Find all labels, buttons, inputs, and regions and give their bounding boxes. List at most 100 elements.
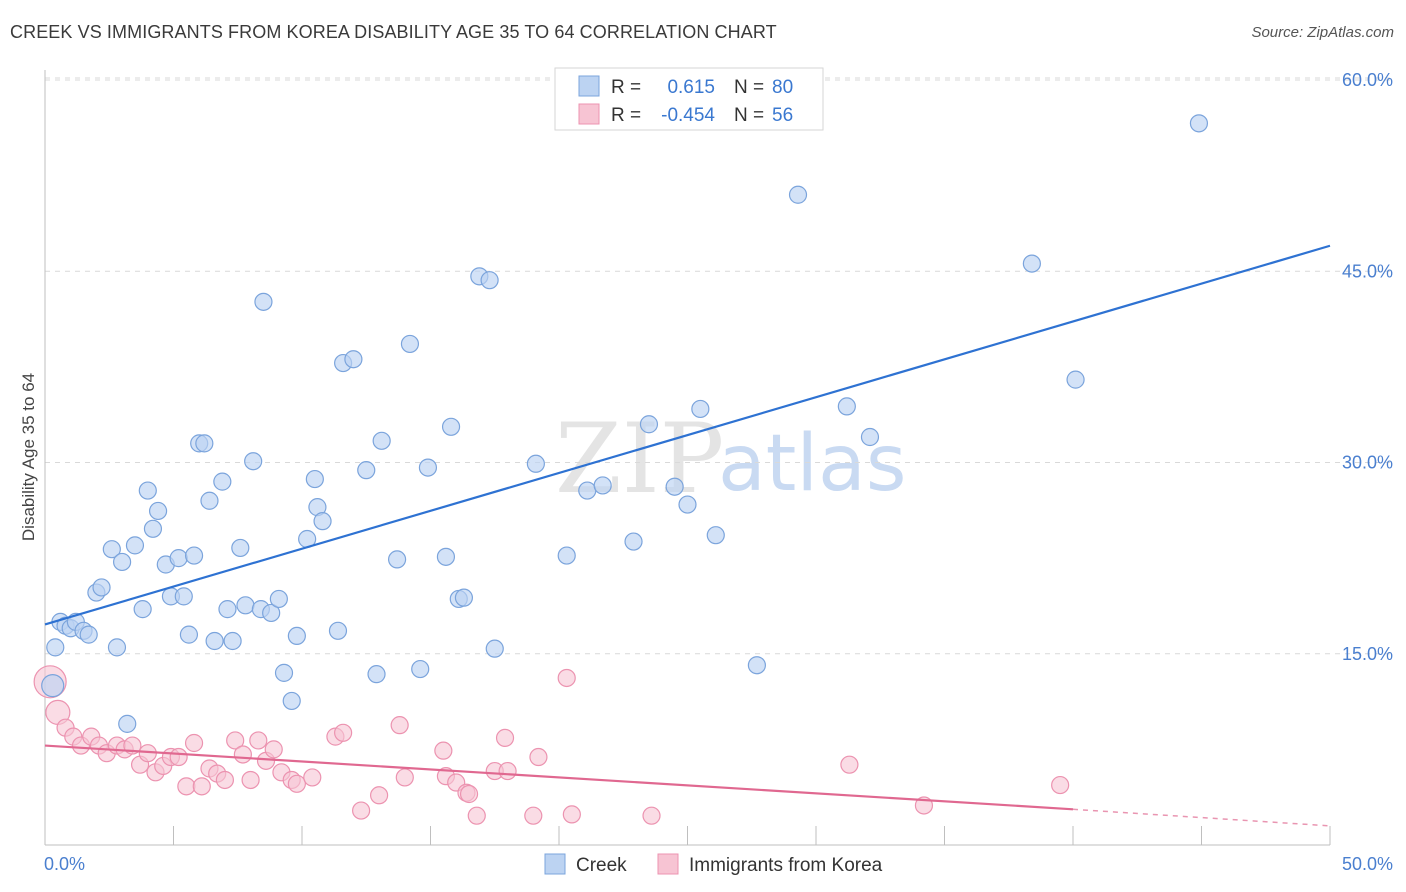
korea-point-19	[192, 777, 211, 796]
creek-point-79	[1189, 114, 1209, 133]
creek-point-34	[244, 452, 263, 471]
creek-point-41	[287, 626, 306, 646]
creek-point-40	[282, 691, 301, 711]
creek-trend-line	[44, 244, 1331, 626]
creek-point-46	[328, 621, 348, 640]
x-tick-marks	[44, 826, 1331, 845]
creek-point-71	[691, 399, 710, 419]
korea-point-36	[370, 786, 389, 805]
stats-legend-box	[554, 67, 824, 131]
creek-point-52	[387, 550, 407, 569]
creek-point-68	[639, 415, 659, 434]
creek-point-21	[169, 549, 188, 568]
creek-point-0	[41, 674, 65, 698]
creek-point-54	[411, 659, 430, 679]
y-tick-label-15: 15.0%	[1342, 644, 1393, 664]
creek-point-65	[578, 481, 597, 500]
creek-point-70	[678, 495, 697, 514]
creek-point-78	[1066, 370, 1085, 389]
creek-point-17	[143, 519, 163, 538]
creek-point-33	[236, 596, 255, 615]
creek-point-55	[418, 458, 438, 477]
korea-r-value: -0.454	[661, 105, 715, 126]
creek-point-67	[624, 532, 643, 551]
creek-r-label: R =	[611, 77, 641, 98]
korea-point-34	[334, 723, 353, 742]
creek-n-value: 80	[772, 77, 793, 98]
creek-point-53	[400, 334, 420, 354]
korea-point-47	[498, 761, 517, 781]
creek-point-45	[313, 512, 332, 531]
korea-point-31	[287, 774, 306, 793]
creek-point-75	[837, 397, 856, 416]
korea-point-35	[352, 801, 371, 820]
creek-point-59	[454, 588, 474, 607]
creek-point-74	[788, 185, 808, 204]
korea-point-46	[495, 728, 515, 748]
creek-r-value: 0.615	[667, 77, 715, 98]
korea-bottom-swatch	[657, 853, 679, 875]
korea-point-55	[1051, 775, 1070, 795]
korea-point-32	[303, 768, 322, 787]
korea-point-53	[840, 755, 859, 774]
creek-point-63	[526, 454, 545, 473]
grid-lines	[45, 77, 1393, 655]
creek-point-32	[231, 538, 250, 558]
creek-point-66	[593, 476, 612, 495]
creek-point-14	[125, 536, 145, 555]
y-axis-label: Disability Age 35 to 64	[19, 373, 38, 541]
creek-point-62	[485, 639, 504, 658]
creek-point-12	[112, 552, 132, 572]
creek-point-10	[102, 540, 121, 559]
creek-point-73	[747, 656, 766, 675]
creek-point-51	[372, 431, 391, 450]
creek-point-61	[480, 271, 499, 290]
creek-point-64	[557, 546, 576, 565]
korea-point-44	[467, 806, 486, 825]
y-tick-label-60: 60.0%	[1342, 70, 1393, 90]
korea-point-24	[233, 745, 252, 764]
y-tick-label-30: 30.0%	[1342, 453, 1393, 473]
korea-point-48	[524, 806, 543, 825]
watermark-zip: ZIP	[555, 403, 724, 515]
creek-point-23	[179, 625, 199, 644]
creek-point-18	[148, 501, 168, 521]
korea-point-25	[241, 770, 260, 790]
korea-point-22	[215, 770, 234, 790]
creek-legend-swatch	[578, 75, 600, 97]
creek-bottom-swatch	[544, 853, 566, 875]
creek-point-22	[174, 587, 193, 606]
creek-point-48	[344, 350, 363, 369]
creek-point-39	[274, 663, 294, 682]
korea-point-26	[249, 731, 268, 750]
korea-point-39	[434, 741, 453, 760]
chart-title: CREEK VS IMMIGRANTS FROM KOREA DISABILIT…	[10, 22, 777, 42]
creek-point-37	[262, 603, 281, 623]
source-label: Source: ZipAtlas.com	[1251, 24, 1394, 41]
creek-point-76	[860, 427, 880, 447]
creek-point-28	[205, 631, 224, 651]
x-tick-label-min: 0.0%	[44, 854, 85, 874]
series-legend: Creek Immigrants from Korea	[544, 853, 883, 876]
korea-trend-extension	[1072, 808, 1331, 827]
creek-point-77	[1022, 254, 1041, 273]
korea-n-label: N =	[734, 105, 764, 126]
creek-point-36	[254, 292, 273, 311]
creek-point-7	[79, 625, 98, 644]
korea-point-17	[177, 777, 196, 796]
creek-point-50	[367, 665, 386, 684]
korea-trend-line	[44, 744, 1074, 811]
watermark-atlas: atlas	[718, 419, 907, 509]
stats-legend: R = 0.615 N = 80 R = -0.454 N = 56	[554, 67, 824, 131]
creek-point-49	[357, 461, 376, 480]
creek-point-1	[46, 638, 65, 657]
x-tick-label-max: 50.0%	[1342, 854, 1393, 874]
creek-point-30	[218, 600, 237, 619]
creek-point-26	[195, 434, 214, 453]
korea-point-50	[557, 668, 576, 688]
creek-n-label: N =	[734, 77, 764, 98]
korea-point-18	[184, 733, 204, 753]
creek-point-57	[441, 417, 461, 436]
creek-legend-label: Creek	[576, 855, 627, 876]
